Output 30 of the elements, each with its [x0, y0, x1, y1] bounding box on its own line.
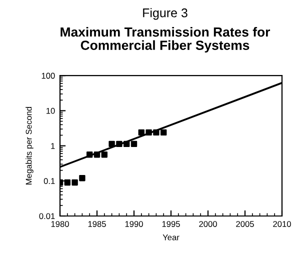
chart-subtitle: Maximum Transmission Rates for Commercial Fiber Systems [60, 27, 270, 53]
point [101, 152, 108, 158]
x-tick-label: 2000 [199, 221, 217, 227]
point [116, 140, 122, 148]
point [72, 179, 78, 186]
point [124, 140, 130, 148]
y-tick-label: 1 [51, 143, 55, 149]
x-tick-label: 1985 [88, 221, 106, 227]
x-tick-label: 2005 [236, 221, 254, 227]
x-tick-label: 1990 [125, 221, 143, 227]
point [64, 179, 70, 186]
x-tick-label: 1995 [162, 221, 180, 227]
point [138, 129, 144, 136]
chart-title: Figure 3 [143, 8, 188, 20]
point [160, 129, 167, 136]
y-tick-label: 0.01 [39, 213, 55, 220]
x-tick-label: 2010 [273, 221, 291, 227]
y-axis-title: Megabits per Second [26, 106, 34, 184]
y-tick-label: 0.1 [44, 178, 55, 184]
point [130, 140, 138, 148]
point [153, 129, 160, 136]
point [86, 152, 93, 158]
y-tick-label: 100 [42, 72, 55, 79]
point [108, 140, 115, 148]
point [79, 175, 86, 182]
x-tick-label: 1980 [51, 221, 69, 227]
point [94, 152, 100, 158]
x-axis-title: Year [162, 234, 180, 240]
y-tick-label: 10 [46, 108, 55, 114]
point [146, 129, 152, 136]
